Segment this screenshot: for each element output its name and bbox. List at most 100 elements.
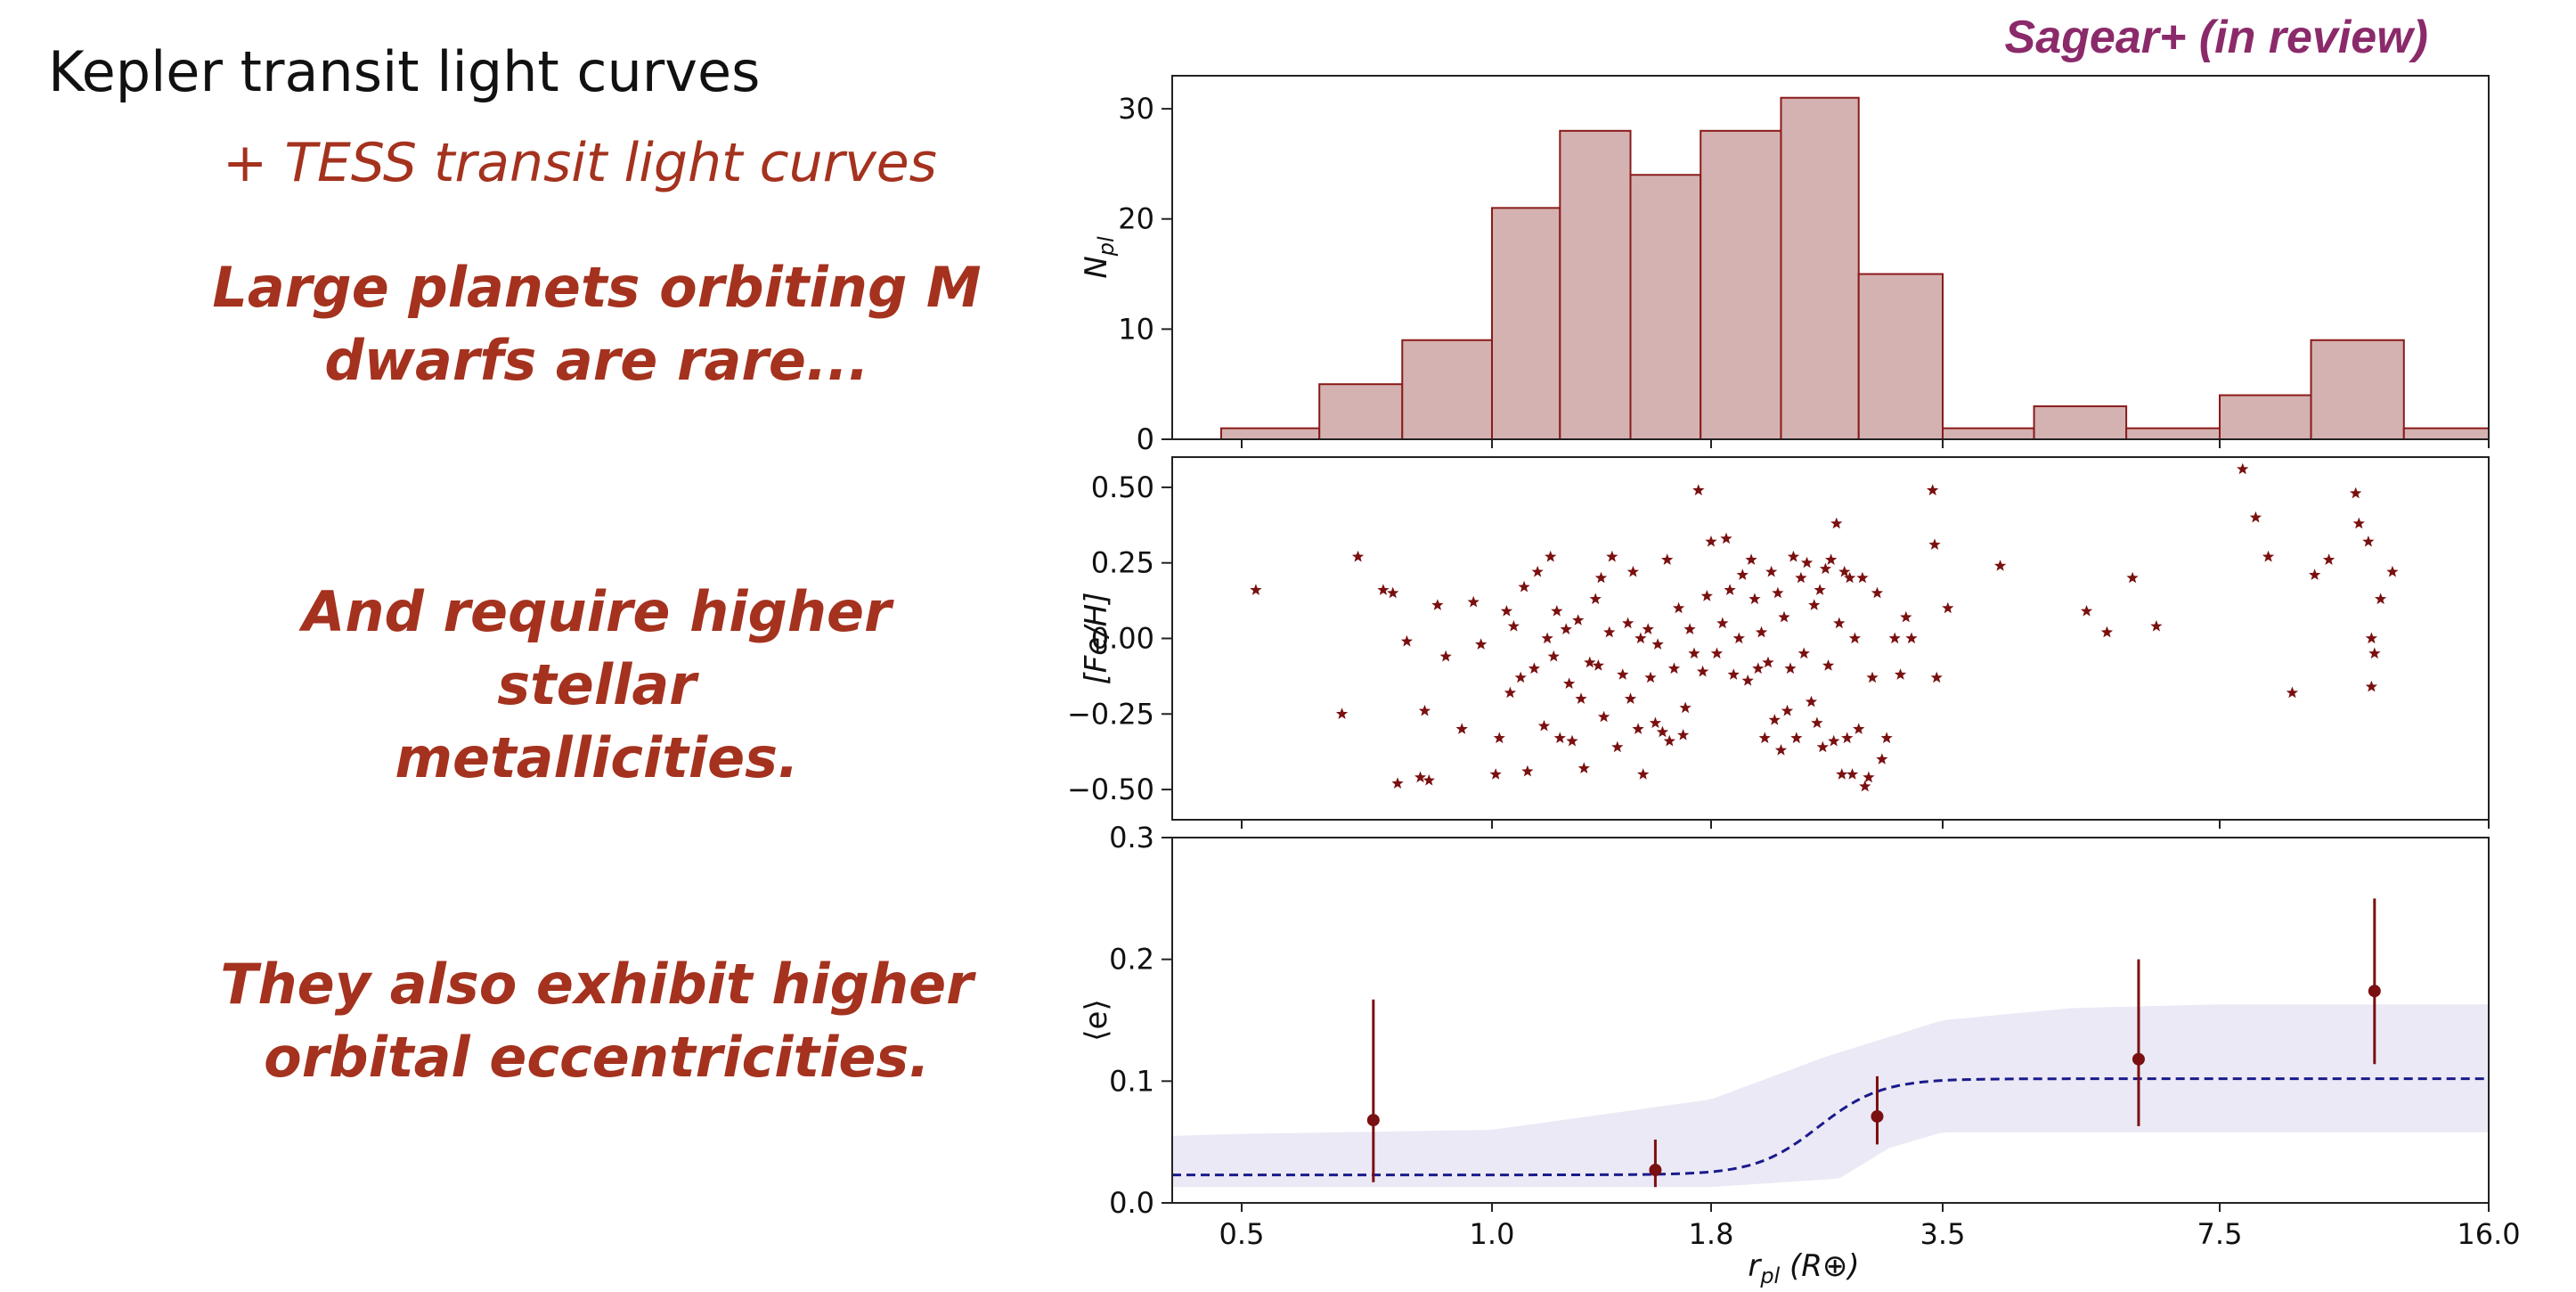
confidence-band	[1172, 1004, 2489, 1188]
y-tick-label: 10	[1118, 312, 1154, 346]
slide-heading: Kepler transit light curves	[48, 39, 761, 104]
scatter-point	[2126, 571, 2139, 584]
scatter-point	[1749, 593, 1761, 605]
scatter-point	[1772, 586, 1784, 599]
point-line: Large planets orbiting M	[212, 255, 982, 320]
scatter-point	[1377, 584, 1390, 595]
scatter-point	[1859, 780, 1871, 792]
scatter-point	[1547, 650, 1560, 662]
scatter-point	[1787, 550, 1800, 562]
scatter-point	[1720, 532, 1732, 544]
point-eccentricity: They also exhibit higher orbital eccentr…	[196, 948, 998, 1094]
scatter-point	[1572, 614, 1585, 626]
scatter-point	[1518, 580, 1530, 593]
scatter-point	[1700, 590, 1713, 601]
scatter-point	[1566, 734, 1578, 747]
scatter-point	[1778, 610, 1790, 623]
scatter-point	[2386, 565, 2399, 577]
scatter-point	[1617, 668, 1629, 680]
model-line	[1172, 1077, 2489, 1177]
scatter-point	[1597, 710, 1610, 723]
scatter-point	[1594, 571, 1608, 584]
scatter-point	[2350, 487, 2362, 499]
scatter-point	[1335, 707, 1349, 719]
scatter-point	[1752, 662, 1765, 675]
scatter-point	[2309, 568, 2321, 580]
x-tick-label: 1.0	[1470, 1217, 1515, 1251]
scatter-point	[1592, 659, 1604, 671]
scatter-point	[1553, 732, 1566, 744]
metallicity-panel: 0.50 0.25 0.00 −0.25 −0.50 [Fe/H]	[1067, 456, 2490, 829]
scatter-point	[1856, 571, 1869, 584]
scatter-point	[1455, 723, 1468, 734]
plot-frame	[1171, 75, 2490, 440]
scatter-point	[1716, 617, 1729, 629]
histogram-bar	[2125, 427, 2221, 440]
scatter-point	[1825, 553, 1838, 565]
scatter-point	[2322, 553, 2336, 565]
scatter-point	[1830, 517, 1843, 529]
scatter-point	[1846, 768, 1859, 780]
scatter-point	[1814, 584, 1826, 595]
scatter-point	[2286, 686, 2299, 699]
scatter-point	[1637, 768, 1650, 780]
x-tick-label: 1.8	[1689, 1217, 1734, 1251]
scatter-point	[1504, 686, 1517, 699]
scatter-point	[1606, 550, 1618, 562]
scatter-point	[1710, 647, 1724, 659]
scatter-point	[2362, 536, 2375, 547]
scatter-point	[1624, 692, 1637, 704]
scatter-point	[1758, 732, 1771, 744]
scatter-point	[1841, 732, 1854, 744]
scatter-point	[1696, 665, 1709, 677]
scatter-point	[1414, 771, 1427, 783]
scatter-point	[1661, 553, 1674, 565]
scatter-point	[1611, 740, 1624, 753]
scatter-point	[2368, 647, 2381, 659]
y-tick-label: 0.50	[1091, 470, 1154, 504]
scatter-point	[1863, 771, 1875, 783]
scatter-point	[1489, 768, 1502, 780]
scatter-point	[2262, 550, 2275, 562]
point-rare-large-planets: Large planets orbiting M dwarfs are rare…	[196, 251, 998, 397]
scatter-point	[2080, 605, 2093, 617]
y-tick-label: −0.50	[1067, 773, 1154, 806]
point-line: And require higher stellar	[302, 579, 892, 717]
histogram-bar	[1780, 96, 1860, 441]
scatter-point	[1894, 668, 1907, 680]
scatter-point	[1784, 662, 1797, 675]
scatter-point	[2352, 517, 2365, 529]
scatter-point	[1500, 605, 1513, 617]
histogram-bar	[1318, 383, 1404, 441]
scatter-point	[1844, 571, 1856, 584]
scatter-point	[1603, 626, 1616, 638]
scatter-point	[2365, 632, 2377, 644]
point-metallicity: And require higher stellar metallicities…	[196, 576, 998, 795]
scatter-point	[1391, 777, 1404, 789]
scatter-point	[1811, 716, 1823, 729]
scatter-point	[1563, 677, 1576, 689]
scatter-point	[1575, 692, 1587, 704]
scatter-point	[2150, 619, 2163, 632]
scatter-point	[1805, 695, 1818, 707]
scatter-point	[1808, 599, 1821, 610]
y-axis-label: [Fe/H]	[1079, 592, 1114, 684]
histogram-bar	[1942, 427, 2035, 440]
citation: Sagear+ (in review)	[2004, 12, 2428, 63]
scatter-point	[1467, 595, 1480, 608]
scatter-point	[1642, 623, 1654, 634]
scatter-point	[1732, 632, 1745, 644]
scatter-point	[1736, 568, 1749, 580]
histogram-bar	[2310, 339, 2405, 440]
scatter-point	[1819, 562, 1832, 575]
scatter-point	[1656, 725, 1669, 738]
scatter-point	[1797, 647, 1810, 659]
scatter-point	[1768, 714, 1781, 725]
scatter-point	[1634, 632, 1647, 644]
scatter-point	[2249, 511, 2262, 523]
scatter-point	[1993, 560, 2007, 571]
scatter-point	[1930, 671, 1943, 683]
scatter-point	[1765, 565, 1778, 577]
scatter-point	[1927, 484, 1939, 495]
scatter-point	[1439, 650, 1452, 662]
